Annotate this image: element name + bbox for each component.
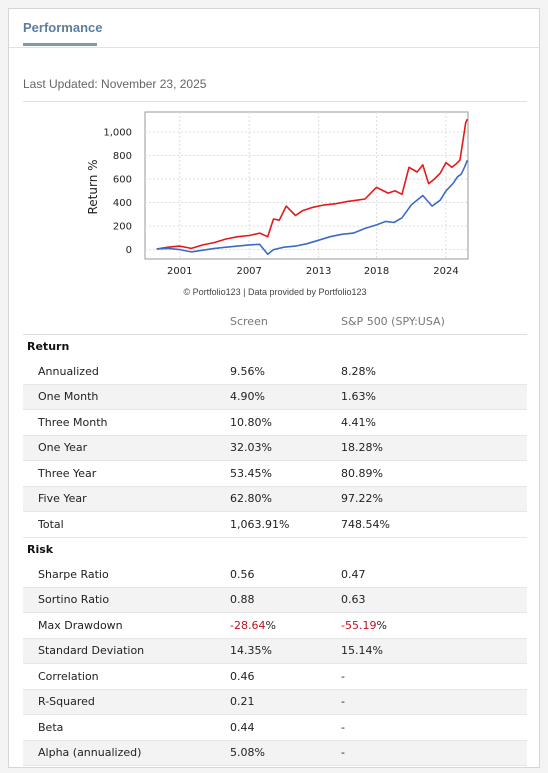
row-label: Sharpe Ratio (38, 567, 109, 581)
negative-number: -28.64 (230, 618, 266, 632)
benchmark-value: 0.47 (341, 567, 366, 581)
benchmark-value: 97.22% (341, 492, 383, 506)
benchmark-value: - (341, 669, 345, 683)
screen-value: 5.08% (230, 746, 265, 760)
table-row: Correlation 0.46 - (23, 664, 527, 689)
row-label: Annualized (38, 364, 99, 378)
screen-value: 0.46 (230, 669, 255, 683)
benchmark-value: 18.28% (341, 441, 383, 455)
x-tick-label: 2024 (433, 266, 458, 277)
screen-value: 9.56% (230, 364, 265, 378)
panel-header: Performance (9, 9, 539, 48)
section-heading: Return (27, 340, 70, 354)
screen-value: 0.21 (230, 695, 255, 709)
benchmark-value: 4.41% (341, 415, 376, 429)
y-tick-label: 200 (113, 222, 132, 233)
row-label: Alpha (annualized) (38, 746, 142, 760)
row-label: Total (38, 517, 64, 531)
row-label: Max Drawdown (38, 618, 123, 632)
last-updated-text: Last Updated: November 23, 2025 (23, 77, 207, 91)
benchmark-value: 8.28% (341, 364, 376, 378)
screen-value: 32.03% (230, 441, 272, 455)
benchmark-value: - (341, 746, 345, 760)
benchmark-value: 80.89% (341, 466, 383, 480)
section-row-return: Return (23, 334, 527, 359)
benchmark-value: - (341, 695, 345, 709)
table-row: Five Year 62.80% 97.22% (23, 486, 527, 512)
section-heading: Risk (27, 543, 54, 557)
row-label: One Month (38, 390, 99, 404)
row-label: R-Squared (38, 695, 95, 709)
table-row: Beta 0.44 - (23, 715, 527, 740)
table-row: Alpha (annualized) 5.08% - (23, 740, 527, 766)
benchmark-value: 0.63 (341, 593, 366, 607)
y-axis-label: Return % (86, 159, 100, 214)
panel-title-tab[interactable]: Performance (23, 20, 103, 35)
x-tick-label: 2013 (306, 266, 331, 277)
row-label: Five Year (38, 492, 87, 506)
y-tick-label: 600 (113, 175, 132, 186)
y-tick-label: 1,000 (103, 127, 132, 138)
chart-credit: © Portfolio123 | Data provided by Portfo… (183, 287, 367, 297)
screen-value: 53.45% (230, 466, 272, 480)
table-row: Max Drawdown -28.64% -55.19% (23, 613, 527, 639)
header-blank (23, 309, 230, 334)
table-row: Annualized 9.56% 8.28% (23, 359, 527, 384)
screen-series-line (156, 118, 469, 250)
performance-panel: Performance Last Updated: November 23, 2… (8, 8, 540, 768)
divider (23, 101, 527, 102)
table-row: Three Month 10.80% 4.41% (23, 410, 527, 435)
row-label: Sortino Ratio (38, 593, 110, 607)
table-row: Sharpe Ratio 0.56 0.47 (23, 562, 527, 587)
table-row: Standard Deviation 14.35% 15.14% (23, 638, 527, 664)
y-tick-label: 800 (113, 151, 132, 162)
screen-value: 0.56 (230, 567, 255, 581)
row-label: Three Year (38, 466, 97, 480)
screen-value: 4.90% (230, 390, 265, 404)
table-row: Three Year 53.45% 80.89% (23, 461, 527, 486)
row-label: Three Month (38, 415, 108, 429)
negative-number: -55.19 (341, 618, 377, 632)
screen-value: 14.35% (230, 644, 272, 658)
table-row: R-Squared 0.21 - (23, 689, 527, 715)
column-header-screen: Screen (230, 314, 268, 328)
screen-value: 10.80% (230, 415, 272, 429)
unit-suffix: % (265, 618, 276, 632)
benchmark-value: 748.54% (341, 517, 390, 531)
table-row: Sortino Ratio 0.88 0.63 (23, 587, 527, 613)
table-row: One Month 4.90% 1.63% (23, 384, 527, 410)
row-label: One Year (38, 441, 88, 455)
performance-table: Screen S&P 500 (SPY:USA) Return Annualized 9… (23, 309, 527, 766)
screen-value: 0.88 (230, 593, 255, 607)
plot-area (144, 111, 469, 260)
y-tick-label: 400 (113, 198, 132, 209)
row-label: Beta (38, 720, 64, 734)
table-row: One Year 32.03% 18.28% (23, 435, 527, 461)
active-tab-indicator (23, 43, 97, 46)
benchmark-value: -55.19% (341, 613, 527, 639)
table-header-row: Screen S&P 500 (SPY:USA) (23, 309, 527, 334)
benchmark-value: 15.14% (341, 644, 383, 658)
benchmark-value: 1.63% (341, 390, 376, 404)
section-row-risk: Risk (23, 537, 527, 562)
screen-value: 1,063.91% (230, 517, 290, 531)
column-header-benchmark: S&P 500 (SPY:USA) (341, 314, 445, 328)
screen-value: 62.80% (230, 492, 272, 506)
x-tick-label: 2001 (167, 266, 192, 277)
x-tick-label: 2018 (364, 266, 389, 277)
screen-value: 0.44 (230, 720, 255, 734)
table-row: Total 1,063.91% 748.54% (23, 512, 527, 537)
x-tick-label: 2007 (236, 266, 261, 277)
benchmark-value: - (341, 720, 345, 734)
benchmark-series-line (156, 159, 469, 256)
y-tick-label: 0 (126, 245, 132, 256)
unit-suffix: % (376, 618, 387, 632)
row-label: Standard Deviation (38, 644, 145, 658)
screen-value: -28.64% (230, 613, 341, 639)
row-label: Correlation (38, 669, 99, 683)
